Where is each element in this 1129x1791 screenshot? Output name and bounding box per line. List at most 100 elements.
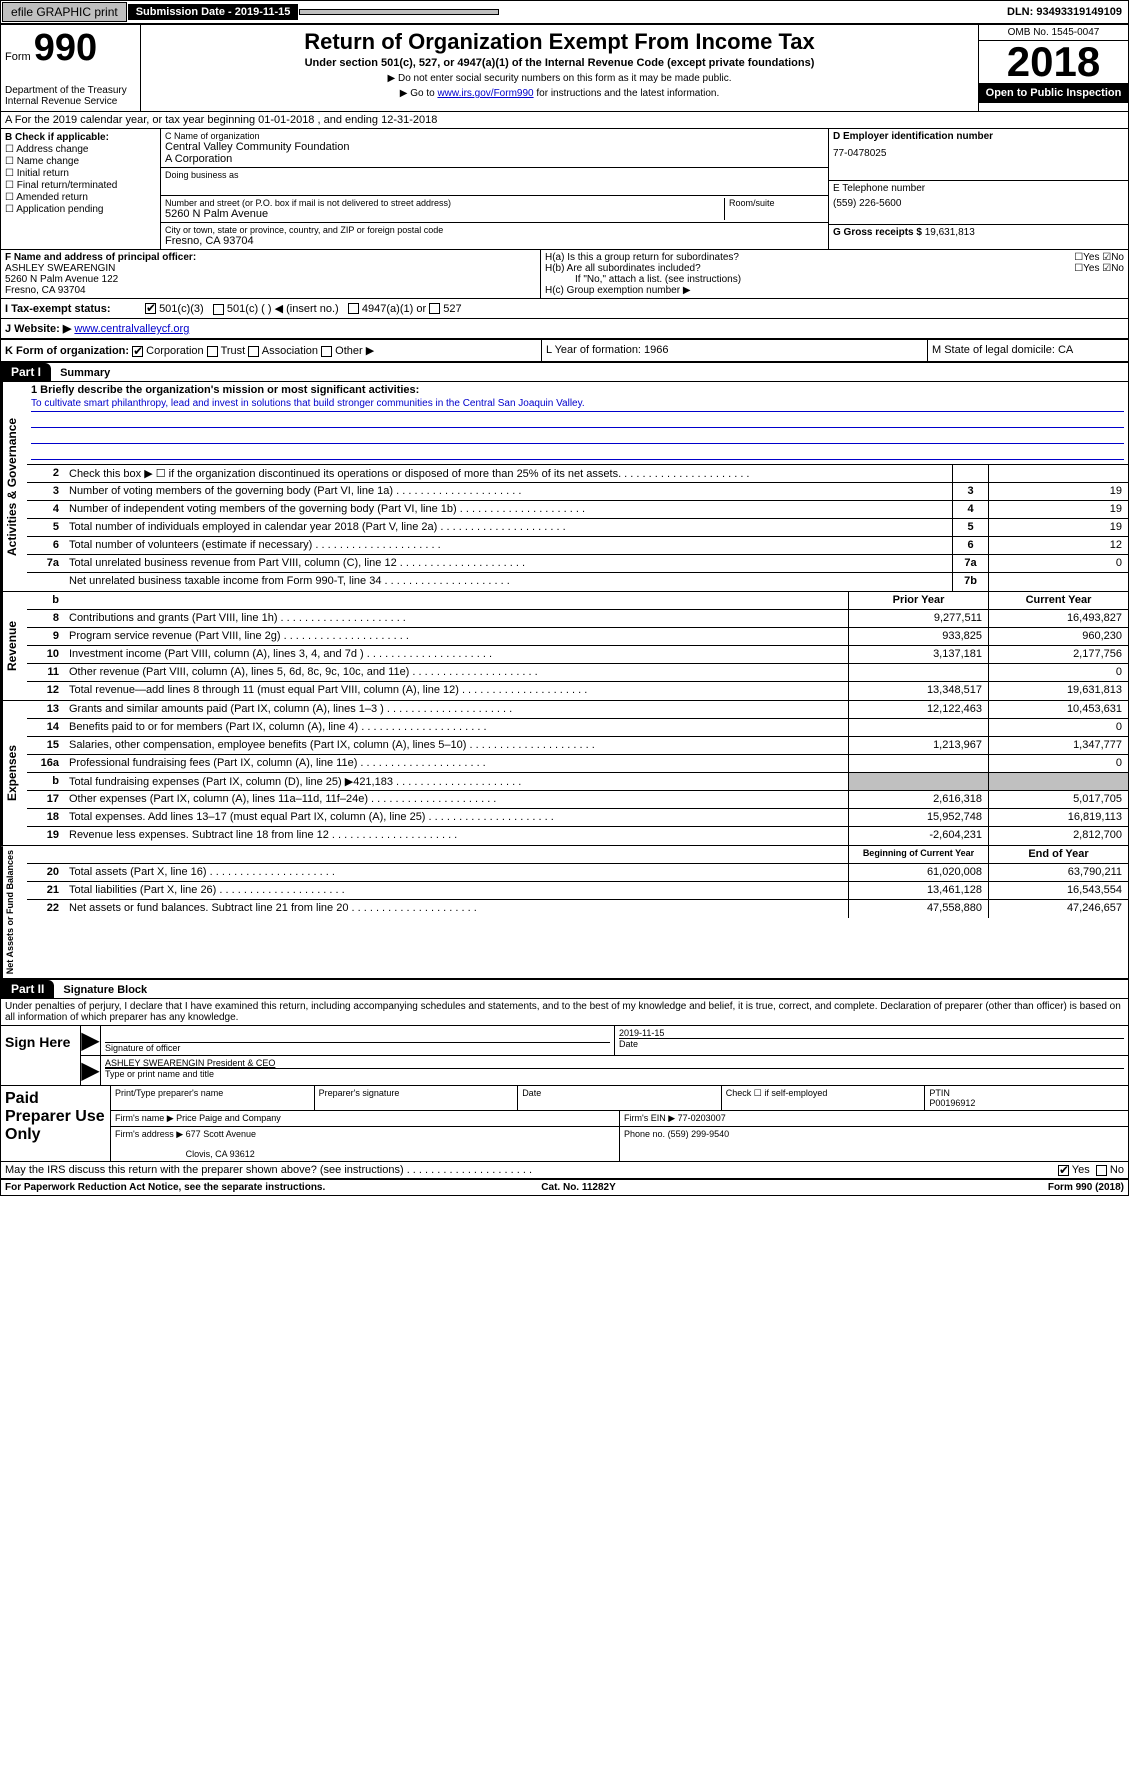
side-governance: Activities & Governance — [1, 382, 27, 591]
dropdown-button[interactable] — [299, 9, 499, 15]
chk-amended[interactable]: ☐ Amended return — [5, 192, 156, 203]
line-text: Other revenue (Part VIII, column (A), li… — [65, 664, 848, 681]
paid-preparer-label: Paid Preparer Use Only — [1, 1086, 111, 1161]
form-header: Form 990 Department of the Treasury Inte… — [1, 25, 1128, 112]
form-footer: For Paperwork Reduction Act Notice, see … — [1, 1180, 1128, 1195]
form-instruction-1: ▶ Do not enter social security numbers o… — [147, 73, 972, 84]
fin-line: 19 Revenue less expenses. Subtract line … — [27, 827, 1128, 845]
firm-phone: (559) 299-9540 — [668, 1129, 730, 1139]
part2-badge: Part II — [1, 980, 54, 998]
sig-arrow-1: ▶ — [81, 1026, 101, 1055]
line-num: 9 — [27, 628, 65, 645]
firm-ein: 77-0203007 — [678, 1113, 726, 1123]
section-expenses: Expenses 13 Grants and similar amounts p… — [1, 701, 1128, 846]
chk-name[interactable]: ☐ Name change — [5, 156, 156, 167]
prior-val: 12,122,463 — [848, 701, 988, 718]
officer-name-cell: ASHLEY SWEARENGIN President & CEO Type o… — [101, 1056, 1128, 1085]
dln-label: DLN: 93493319149109 — [1001, 4, 1128, 20]
section-net-assets: Net Assets or Fund Balances Beginning of… — [1, 846, 1128, 980]
net-header: Beginning of Current Year End of Year — [27, 846, 1128, 864]
line-text: Other expenses (Part IX, column (A), lin… — [65, 791, 848, 808]
line-box: 5 — [952, 519, 988, 536]
phone-value: (559) 226-5600 — [833, 198, 1124, 209]
line-text: Number of independent voting members of … — [65, 501, 952, 518]
fin-line: 16a Professional fundraising fees (Part … — [27, 755, 1128, 773]
sig-label: Signature of officer — [105, 1042, 610, 1053]
line-val: 19 — [988, 519, 1128, 536]
row-k-l-m: K Form of organization: Corporation Trus… — [1, 340, 1128, 363]
prior-val: 9,277,511 — [848, 610, 988, 627]
line-num: 17 — [27, 791, 65, 808]
line-box — [952, 465, 988, 482]
chk-corp[interactable]: Corporation — [132, 345, 204, 357]
perjury-text: Under penalties of perjury, I declare th… — [1, 999, 1128, 1026]
current-val: 1,347,777 — [988, 737, 1128, 754]
form-title: Return of Organization Exempt From Incom… — [147, 29, 972, 55]
line-num: 8 — [27, 610, 65, 627]
fin-line: b Total fundraising expenses (Part IX, c… — [27, 773, 1128, 791]
sig-date-label: Date — [619, 1038, 1124, 1049]
h-a-yn[interactable]: ☐Yes ☑No — [1074, 252, 1124, 263]
col-b-checkboxes: B Check if applicable: ☐ Address change … — [1, 129, 161, 249]
ptin-label: PTIN — [929, 1088, 1124, 1098]
efile-button[interactable]: efile GRAPHIC print — [2, 2, 127, 22]
chk-501c[interactable]: 501(c) ( ) ◀ (insert no.) — [213, 302, 339, 315]
line-text: Salaries, other compensation, employee b… — [65, 737, 848, 754]
chk-501c3[interactable]: 501(c)(3) — [145, 303, 204, 315]
firm-ein-label: Firm's EIN ▶ — [624, 1113, 675, 1123]
form-org-label: K Form of organization: — [5, 345, 129, 357]
h-b-yn[interactable]: ☐Yes ☑No — [1074, 263, 1124, 274]
current-val: 0 — [988, 664, 1128, 681]
line-num: 4 — [27, 501, 65, 518]
h-a-label: H(a) Is this a group return for subordin… — [545, 252, 739, 263]
gov-line: 2 Check this box ▶ ☐ if the organization… — [27, 465, 1128, 483]
current-val: 16,819,113 — [988, 809, 1128, 826]
sig-arrow-2: ▶ — [81, 1056, 101, 1085]
discuss-yn[interactable]: Yes No — [1058, 1164, 1124, 1176]
sign-here-block: Sign Here ▶ Signature of officer 2019-11… — [1, 1026, 1128, 1086]
room-label: Room/suite — [729, 198, 824, 208]
current-val: 16,493,827 — [988, 610, 1128, 627]
chk-address[interactable]: ☐ Address change — [5, 144, 156, 155]
line-text: Revenue less expenses. Subtract line 18 … — [65, 827, 848, 845]
chk-initial[interactable]: ☐ Initial return — [5, 168, 156, 179]
line-val: 19 — [988, 483, 1128, 500]
current-val — [988, 773, 1128, 790]
line-num: 15 — [27, 737, 65, 754]
officer-addr: 5260 N Palm Avenue 122 Fresno, CA 93704 — [5, 274, 536, 296]
chk-final[interactable]: ☐ Final return/terminated — [5, 180, 156, 191]
box-f-officer: F Name and address of principal officer:… — [1, 250, 541, 298]
gross-receipts-label: G Gross receipts $ — [833, 227, 922, 238]
row-a-tax-year: A For the 2019 calendar year, or tax yea… — [1, 112, 1128, 129]
fin-line: 17 Other expenses (Part IX, column (A), … — [27, 791, 1128, 809]
chk-527[interactable]: 527 — [429, 303, 461, 315]
street-label: Number and street (or P.O. box if mail i… — [165, 198, 724, 208]
gov-line: Net unrelated business taxable income fr… — [27, 573, 1128, 591]
chk-4947[interactable]: 4947(a)(1) or — [348, 303, 426, 315]
goto-pre: ▶ Go to — [400, 88, 438, 99]
chk-assoc[interactable]: Association — [248, 345, 318, 357]
gov-line: 4 Number of independent voting members o… — [27, 501, 1128, 519]
footer-right: Form 990 (2018) — [1048, 1182, 1124, 1193]
fin-line: 20 Total assets (Part X, line 16) 61,020… — [27, 864, 1128, 882]
fin-line: 12 Total revenue—add lines 8 through 11 … — [27, 682, 1128, 700]
current-val: 960,230 — [988, 628, 1128, 645]
prior-val: 1,213,967 — [848, 737, 988, 754]
form-label: Form — [5, 51, 31, 63]
mission-label: 1 Briefly describe the organization's mi… — [31, 384, 1124, 396]
self-employed-check[interactable]: Check ☐ if self-employed — [726, 1088, 828, 1098]
prior-val — [848, 773, 988, 790]
irs-link[interactable]: www.irs.gov/Form990 — [437, 88, 533, 99]
line-text: Program service revenue (Part VIII, line… — [65, 628, 848, 645]
website-link[interactable]: www.centralvalleycf.org — [74, 323, 189, 335]
chk-pending[interactable]: ☐ Application pending — [5, 204, 156, 215]
chk-other[interactable]: Other ▶ — [321, 345, 374, 357]
firm-addr: 677 Scott Avenue Clovis, CA 93612 — [186, 1129, 256, 1159]
website-label: J Website: ▶ — [5, 323, 71, 335]
chk-trust[interactable]: Trust — [207, 345, 246, 357]
line-text: Total number of individuals employed in … — [65, 519, 952, 536]
box-h: H(a) Is this a group return for subordin… — [541, 250, 1128, 298]
tax-year: 2018 — [979, 41, 1128, 83]
prior-val: -2,604,231 — [848, 827, 988, 845]
tax-status-label: I Tax-exempt status: — [5, 303, 145, 315]
